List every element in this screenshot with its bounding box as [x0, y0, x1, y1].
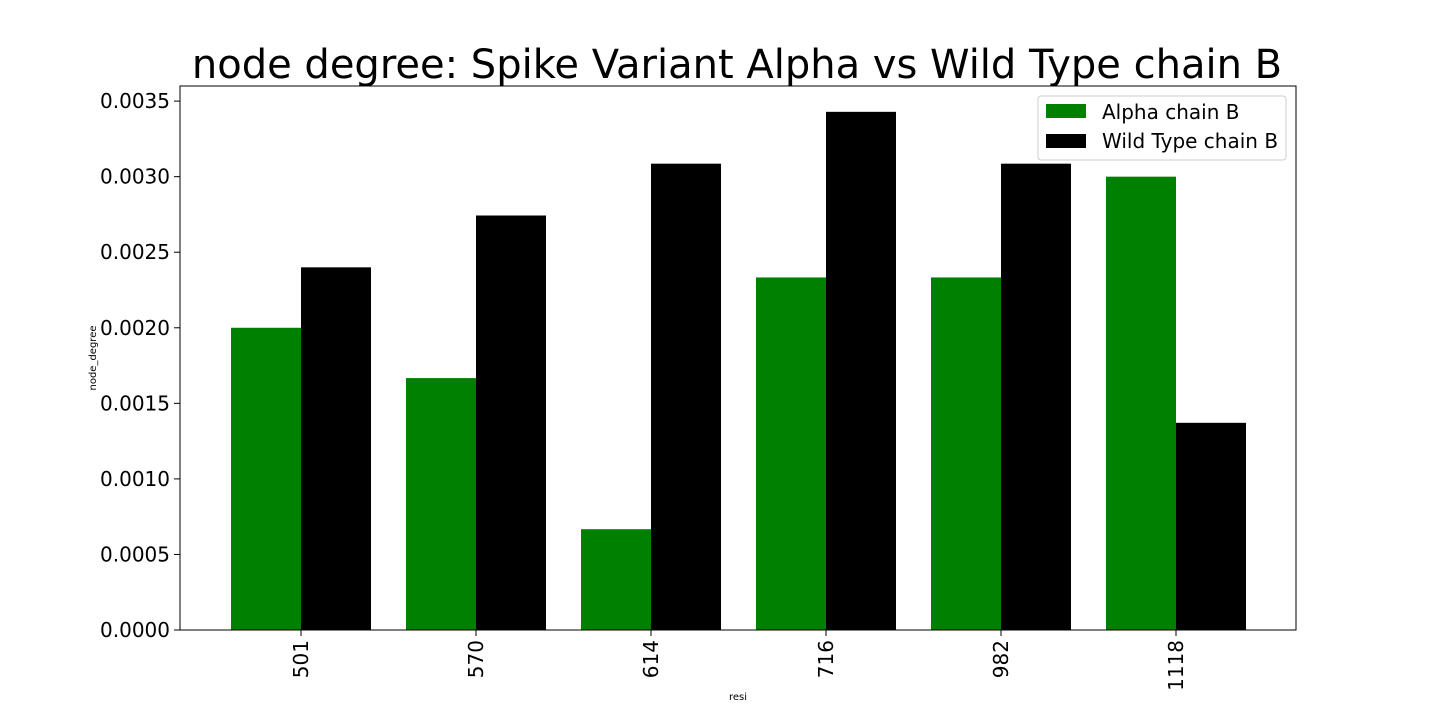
- bar-alpha-614: [581, 529, 651, 630]
- x-axis: 501 570 614 716 982 1118: [289, 630, 1188, 691]
- legend-label-wild-type: Wild Type chain B: [1102, 129, 1278, 153]
- bar-alpha-716: [756, 277, 826, 630]
- y-tick-label: 0.0025: [100, 240, 170, 264]
- legend-box: [1037, 95, 1287, 161]
- bar-alpha-982: [931, 277, 1001, 630]
- bar-wild-type-716: [826, 111, 896, 631]
- legend-swatch-alpha: [1046, 104, 1086, 118]
- plot-frame: [179, 85, 1297, 631]
- y-tick-label: 0.0005: [100, 542, 170, 566]
- x-tick-label-982: 982: [989, 640, 1013, 678]
- y-tick-label: 0.0010: [100, 467, 170, 491]
- bar-wild-type-501: [301, 267, 371, 630]
- y-axis-label: node_degree: [88, 326, 99, 391]
- x-tick-label-570: 570: [464, 640, 488, 678]
- bar-alpha-501: [231, 327, 301, 630]
- x-tick-label-1118: 1118: [1164, 640, 1188, 691]
- x-tick-label-716: 716: [814, 640, 838, 678]
- bar-alpha-1118: [1106, 176, 1176, 630]
- y-tick-label: 0.0015: [100, 391, 170, 415]
- bars-layer: [231, 111, 1246, 631]
- x-tick-label-501: 501: [289, 640, 313, 678]
- y-tick-label: 0.0030: [100, 165, 170, 189]
- x-tick-label-614: 614: [639, 640, 663, 678]
- bar-wild-type-982: [1001, 163, 1071, 630]
- chart-title: node degree: Spike Variant Alpha vs Wild…: [192, 42, 1282, 88]
- x-axis-label: resi: [729, 692, 747, 703]
- y-tick-label: 0.0000: [100, 618, 170, 642]
- bar-alpha-570: [406, 378, 476, 630]
- y-tick-label: 0.0020: [100, 316, 170, 340]
- bar-wild-type-1118: [1176, 422, 1246, 630]
- bar-wild-type-570: [476, 215, 546, 630]
- legend: Alpha chain B Wild Type chain B: [1037, 95, 1287, 161]
- y-tick-label: 0.0035: [100, 89, 170, 113]
- y-axis: 0.0000 0.0005 0.0010 0.0015 0.0020 0.0025 0.00…: [100, 89, 180, 642]
- legend-label-alpha: Alpha chain B: [1102, 100, 1239, 124]
- legend-swatch-wild-type: [1046, 134, 1086, 148]
- bar-wild-type-614: [651, 163, 721, 630]
